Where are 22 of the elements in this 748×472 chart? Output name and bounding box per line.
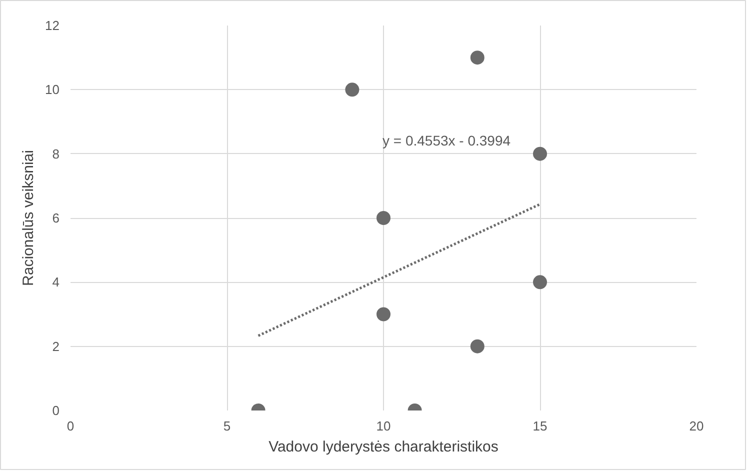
point	[533, 275, 547, 290]
y-tick-label: 0	[52, 403, 60, 418]
y-tick-label: 2	[52, 338, 60, 354]
point	[470, 339, 484, 354]
y-tick-label: 8	[52, 146, 60, 162]
y-tick-label: 6	[52, 210, 60, 226]
point	[376, 307, 390, 322]
y-axis-title: Racionalūs veiksniai	[20, 150, 38, 286]
x-tick-label: 5	[223, 418, 231, 434]
annotation: y = 0.4553x - 0.3994	[382, 132, 511, 148]
x-tick-label: 0	[66, 418, 74, 434]
point	[345, 82, 360, 97]
point	[470, 50, 484, 65]
x-tick-label: 15	[532, 418, 548, 434]
y-tick-label: 4	[52, 274, 60, 290]
x-tick-label: 20	[689, 418, 704, 434]
y-tick-label: 10	[45, 82, 60, 98]
y-tick-label: 12	[45, 18, 60, 33]
point	[376, 211, 390, 225]
x-tick-label: 10	[376, 418, 391, 434]
point	[533, 146, 547, 161]
x-axis-title: Vadovo lyderystės charakteristikos	[268, 438, 498, 456]
